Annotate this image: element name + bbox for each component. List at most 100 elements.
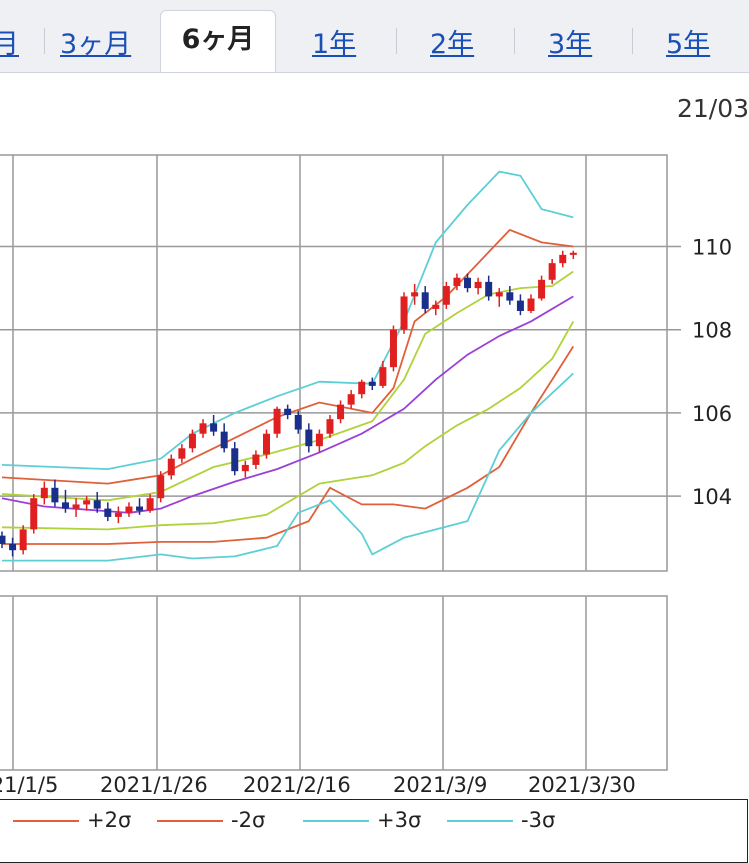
legend-swatch [447,820,513,822]
candle-body [294,415,302,430]
candle-body [315,433,323,447]
candle-body [0,535,6,544]
candle-body [231,448,239,472]
tab-separator [396,28,397,54]
x-tick-label: 2021/1/26 [100,773,208,797]
candle-body [368,381,376,386]
candle-body [188,433,196,449]
candle-body [136,506,144,511]
y-tick-label: 110 [692,236,732,260]
legend-label: -3σ [521,808,556,832]
period-tab-bar: 月 3ヶ月 6ヶ月 1年 2年 3年 5年 [0,0,749,73]
candle-body [167,458,175,476]
x-tick-label: 2021/2/16 [243,773,351,797]
candle-body [93,500,101,509]
tab-3[interactable]: 1年 [312,29,357,60]
candle-body [104,508,112,517]
tab-0[interactable]: 月 [0,29,19,60]
band-line [1,295,574,514]
candle-body [19,529,27,551]
candle-body [495,292,503,297]
candle-body [51,487,59,503]
candle-body [432,304,440,309]
band-line [2,372,574,562]
legend-label: +3σ [377,808,422,832]
legend-label: +2σ [87,808,132,832]
candle-body [273,408,281,434]
candle-body [210,423,218,432]
candle-body [548,263,556,280]
candle-body [263,433,270,455]
candle-body [220,431,228,449]
sub-panel-frame [0,595,668,771]
candle-body [516,300,524,311]
candle-body [146,498,154,511]
tab-4[interactable]: 2年 [430,29,475,60]
candle-body [538,279,546,299]
candle-body [199,423,207,434]
chart-grid [0,154,681,771]
candle-body [464,277,472,289]
tab-6[interactable]: 5年 [666,29,711,60]
tab-5[interactable]: 3年 [548,29,593,60]
candle-body [40,487,48,499]
x-tick-label: 2021/1/5 [0,773,58,797]
y-tick-label: 106 [692,402,732,426]
candle-body [30,498,38,530]
x-axis-ticks: 2021/1/5 2021/1/26 2021/2/16 2021/3/9 2021/3… [0,773,636,797]
candle-body [474,281,482,289]
tab-separator [44,28,45,54]
x-tick-label: 2021/3/30 [528,773,636,797]
candle-body [337,404,345,420]
candle-body [485,281,493,297]
candle-body [157,475,165,499]
band-line [1,270,574,502]
y-axis-ticks: 104 106 108 110 [692,236,732,510]
candle-body [241,464,249,472]
candle-body [442,286,450,305]
candle-body [421,292,429,309]
chart-legend: +2σ -2σ +3σ -3σ [0,799,748,863]
tab-separator [632,28,633,54]
band-line [1,228,574,485]
candle-body [411,292,419,297]
candle-body [284,408,292,415]
candle-body [72,504,80,509]
price-panel-frame [0,154,668,572]
date-label: 21/03 [676,94,749,123]
candle-body [506,292,514,301]
legend-item: +3σ [303,808,421,832]
candle-body [389,329,397,368]
tab-1[interactable]: 3ヶ月 [60,29,132,60]
legend-item: -2σ [157,808,265,832]
y-tick-label: 104 [692,485,732,509]
legend-swatch [13,820,79,822]
candle-body [9,543,17,551]
candlesticks [0,250,577,557]
band-line [2,345,575,545]
candle-body [83,500,91,505]
candle-body [358,381,366,395]
legend-item: +2σ [13,808,131,832]
legend-item: -3σ [447,808,555,832]
tab-separator [514,28,515,54]
band-line [1,170,574,471]
legend-label: -2σ [231,808,266,832]
candle-body [527,298,535,311]
candle-body [569,252,577,255]
band-line [1,320,575,531]
x-tick-label: 2021/3/9 [393,773,487,797]
candle-body [379,367,387,386]
candle-body [178,448,186,459]
candle-body [326,419,334,434]
legend-swatch [157,820,223,822]
candle-body [114,512,122,517]
candle-body [453,277,461,287]
y-tick-label: 108 [692,319,732,343]
candle-body [305,429,313,447]
candle-body [61,502,69,509]
candle-body [347,394,355,405]
candle-body [252,454,260,465]
tab-2[interactable]: 6ヶ月 [160,10,276,72]
